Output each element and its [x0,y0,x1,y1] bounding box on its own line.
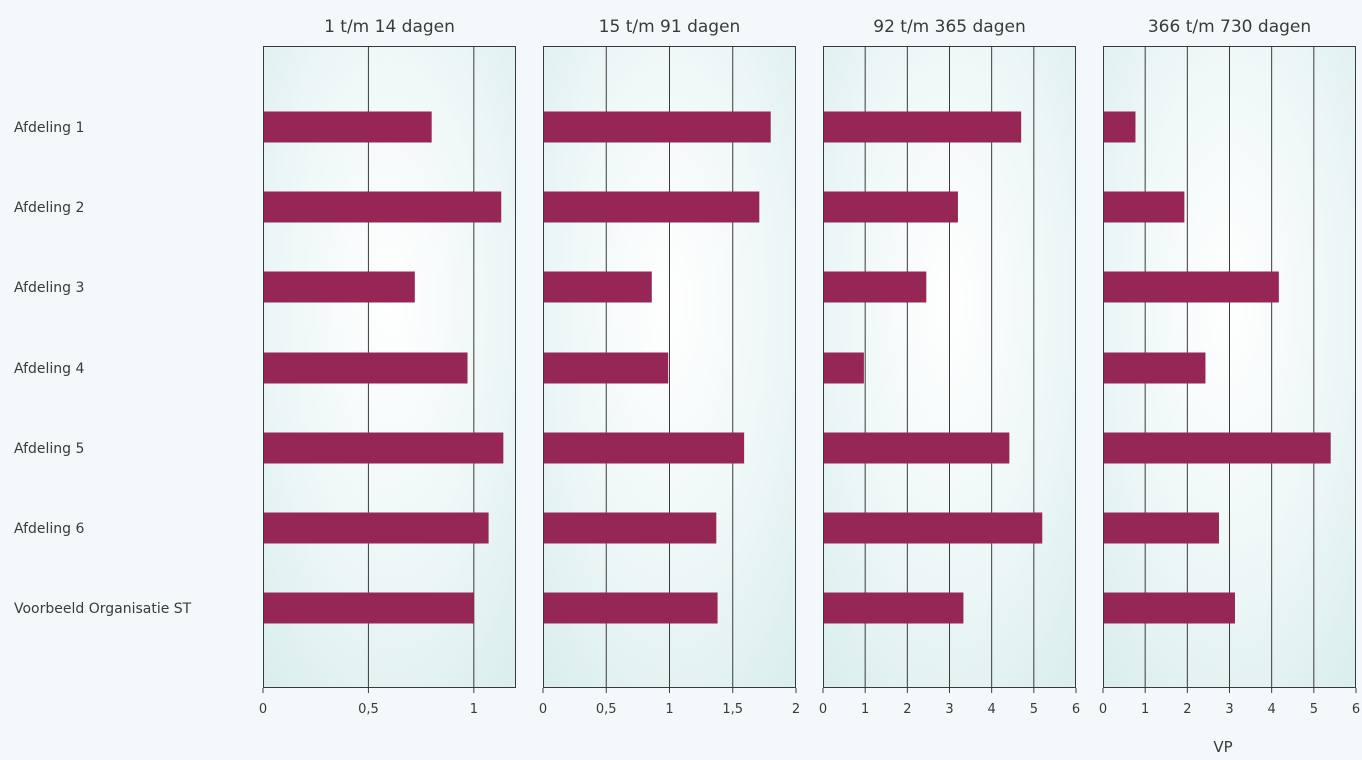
tick-label: 2 [1183,702,1191,717]
category-label: Afdeling 1 [14,120,84,136]
bar [543,271,652,303]
x-axis-unit-label: VP [1213,738,1232,756]
panel-border [1103,46,1356,688]
tick-label: 6 [1352,702,1360,717]
tick-label: 5 [1310,702,1318,717]
panel-3: 0 1 2 3 4 5 6 92 t/m 365 dagen [819,17,1080,717]
bar [543,191,760,223]
panel-1: 0 0,5 1 1 t/m 14 dagen [259,17,516,717]
bar [1103,191,1185,223]
bar [823,271,927,303]
bar [263,592,474,624]
tick-label: 4 [988,702,996,717]
category-label: Afdeling 2 [14,200,84,216]
category-label: Afdeling 5 [14,441,84,457]
bar [823,512,1043,544]
bar [1103,512,1219,544]
tick-label: 0 [819,702,827,717]
tick-label: 0 [1099,702,1107,717]
category-label: Afdeling 6 [14,521,84,537]
panel-border [263,46,516,688]
bar [1103,111,1136,143]
tick-label: 1 [665,702,673,717]
bar [823,191,958,223]
tick-label: 5 [1030,702,1038,717]
tick-label: 0 [259,702,267,717]
bar [823,592,964,624]
tick-label: 0 [539,702,547,717]
tick-label: 1 [1141,702,1149,717]
bar [263,191,502,223]
bar [823,432,1010,464]
panel-title: 1 t/m 14 dagen [324,17,455,37]
tick-label: 1,5 [722,702,743,717]
bar [263,512,489,544]
bar [543,352,669,384]
panel-2: 0 0,5 1 1,5 2 15 t/m 91 dagen [539,17,800,717]
bar [1103,432,1331,464]
tick-label: 0,5 [358,702,379,717]
tick-label: 1 [470,702,478,717]
tick-label: 4 [1268,702,1276,717]
tick-label: 0,5 [596,702,617,717]
tick-label: 6 [1072,702,1080,717]
bar [823,111,1022,143]
bar [823,352,864,384]
panel-title: 92 t/m 365 dagen [873,17,1025,37]
tick-label: 3 [1225,702,1233,717]
tick-label: 2 [792,702,800,717]
bar [543,592,718,624]
panel-border [823,46,1076,688]
tick-label: 1 [861,702,869,717]
panel-title: 15 t/m 91 dagen [599,17,741,37]
bar [263,271,415,303]
bar [543,512,717,544]
bar [1103,271,1279,303]
bar [543,111,771,143]
panel-4: 0 1 2 3 4 5 6 366 t/m 730 dagen [1099,17,1360,717]
bar [263,352,468,384]
tick-label: 3 [945,702,953,717]
panel-title: 366 t/m 730 dagen [1148,17,1311,37]
bar [1103,592,1235,624]
tick-label: 2 [903,702,911,717]
bar [543,432,745,464]
panel-border [543,46,796,688]
bar [263,111,432,143]
category-label: Afdeling 4 [14,361,84,377]
bar [263,432,504,464]
category-label: Voorbeeld Organisatie ST [14,601,192,617]
bar [1103,352,1206,384]
category-label: Afdeling 3 [14,280,84,296]
